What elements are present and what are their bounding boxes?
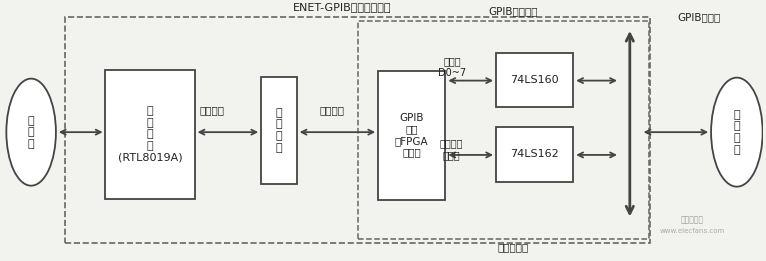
Ellipse shape — [6, 79, 56, 186]
Text: 数据线
D0~7: 数据线 D0~7 — [438, 56, 466, 78]
Text: 外部总线: 外部总线 — [320, 105, 345, 115]
Text: 以
太
网: 以 太 网 — [28, 116, 34, 149]
Text: 74LS162: 74LS162 — [510, 150, 559, 159]
Text: 管理线、
挂钩线: 管理线、 挂钩线 — [440, 138, 463, 160]
Ellipse shape — [711, 78, 763, 187]
Text: GPIB控制接口: GPIB控制接口 — [489, 6, 538, 16]
Text: www.elecfans.com: www.elecfans.com — [660, 228, 725, 234]
Bar — [106, 70, 195, 199]
Bar — [65, 17, 650, 243]
Text: ENET-GPIB内部结构模块: ENET-GPIB内部结构模块 — [293, 2, 391, 12]
Text: 74LS160: 74LS160 — [510, 75, 559, 85]
Text: 电子发烧友: 电子发烧友 — [681, 215, 704, 224]
Text: GPIB母线仪: GPIB母线仪 — [677, 12, 721, 22]
Text: 外部总线: 外部总线 — [199, 105, 224, 115]
Bar — [261, 77, 296, 184]
Bar — [496, 127, 573, 182]
Bar — [358, 21, 649, 239]
Bar — [378, 71, 446, 200]
Text: 网
络
接
口
(RTL8019A): 网 络 接 口 (RTL8019A) — [118, 106, 182, 162]
Text: 总线收发器: 总线收发器 — [498, 242, 529, 252]
Text: 测
试
仪
器: 测 试 仪 器 — [734, 110, 740, 155]
Text: GPIB
芯片
（FPGA
实现）: GPIB 芯片 （FPGA 实现） — [395, 113, 428, 158]
Text: 主
处
理
器: 主 处 理 器 — [276, 108, 282, 153]
Bar — [496, 53, 573, 107]
